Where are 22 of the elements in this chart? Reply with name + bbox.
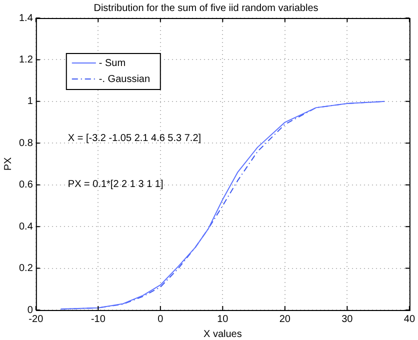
x-tick-label: 10 <box>217 314 229 325</box>
x-tick-label: 40 <box>404 314 416 325</box>
y-tick-label: 1 <box>27 96 34 108</box>
x-tick-label: -10 <box>90 314 106 325</box>
y-axis-title: PX <box>2 157 14 171</box>
annotation: X = [-3.2 -1.05 2.1 4.6 5.3 7.2] <box>68 132 202 144</box>
x-tick-label: -20 <box>28 314 44 325</box>
x-tick-label: 20 <box>279 314 291 325</box>
y-tick-label: 0.8 <box>18 138 34 149</box>
legend-label: -. Gaussian <box>98 74 150 85</box>
x-tick-label: 30 <box>342 314 354 325</box>
y-tick-label: 1.4 <box>18 12 34 24</box>
y-tick-label: 1.2 <box>18 54 34 66</box>
x-axis-title: X values <box>203 328 242 340</box>
x-tick-label: 0 <box>158 314 164 325</box>
chart-title: Distribution for the sum of five iid random variables <box>94 2 318 14</box>
y-tick-label: 0.6 <box>18 180 34 191</box>
y-tick-label: 0 <box>27 304 34 316</box>
annotation: PX = 0.1*[2 2 1 3 1 1] <box>68 178 164 190</box>
y-tick-label: 0.4 <box>18 221 34 232</box>
legend-label: - Sum <box>98 58 126 69</box>
y-tick-label: 0.2 <box>18 263 34 274</box>
